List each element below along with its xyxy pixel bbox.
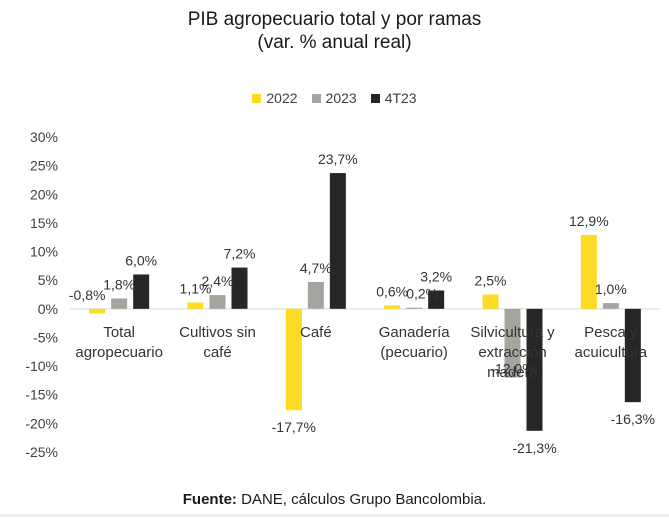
y-tick-label: 30% [30, 129, 58, 145]
y-tick-label: -25% [25, 444, 58, 460]
bar-4t23 [526, 308, 543, 431]
data-label-4t23: -16,3% [611, 411, 655, 427]
x-category-label: Silvicultura y extracción madera [470, 324, 555, 381]
data-label-2023: 1,8% [103, 277, 135, 293]
y-tick-label: -5% [33, 329, 58, 345]
bar-2022 [285, 308, 302, 411]
chart-title-block: PIB agropecuario total y por ramas (var.… [0, 8, 669, 54]
y-tick-label: 10% [30, 244, 58, 260]
legend-label-2023: 2023 [325, 90, 357, 106]
y-tick-label: 15% [30, 215, 58, 231]
y-tick-label: 5% [38, 272, 58, 288]
data-label-2022: 2,5% [475, 273, 507, 289]
chart-title: PIB agropecuario total y por ramas [187, 9, 482, 30]
chart-legend: 2022 2023 4T23 [0, 90, 669, 106]
legend-label-2022: 2022 [266, 90, 298, 106]
data-label-2022: 0,6% [376, 283, 408, 299]
data-label-4t23: 3,2% [420, 268, 452, 284]
y-tick-label: 20% [30, 186, 58, 202]
legend-swatch-2022 [252, 93, 262, 103]
bar-4t23 [624, 308, 641, 403]
bar-2022 [89, 308, 106, 314]
legend-swatch-2023 [311, 93, 321, 103]
data-label-2022: -0,8% [69, 287, 106, 303]
y-tick-label: 25% [30, 158, 58, 174]
x-category-label: Pesca y acuicultura [575, 324, 648, 361]
data-label-2023: 1,0% [595, 281, 627, 297]
bar-2022 [384, 305, 401, 309]
chart-subtitle: (var. % anual real) [257, 32, 412, 53]
data-label-2023: 4,7% [300, 260, 332, 276]
data-label-2023: 2,4% [202, 273, 234, 289]
x-category-label: Ganadería (pecuario) [379, 324, 451, 361]
source-text: DANE, cálculos Grupo Bancolombia. [236, 491, 487, 508]
bar-2022 [187, 302, 204, 309]
legend-swatch-4t23 [370, 93, 380, 103]
legend-item-2022: 2022 [252, 90, 298, 106]
x-category-label: Café [300, 324, 332, 341]
bar-4t23 [329, 173, 346, 309]
y-tick-label: 0% [38, 301, 58, 317]
data-label-2023: -12,0% [490, 361, 534, 377]
bottom-divider [0, 514, 669, 517]
legend-item-2023: 2023 [311, 90, 357, 106]
y-tick-label: -20% [25, 415, 58, 431]
data-label-4t23: 23,7% [318, 151, 358, 167]
bar-2023 [209, 295, 226, 309]
x-category-label: Total agropecuario [75, 324, 163, 361]
legend-label-4t23: 4T23 [384, 90, 417, 106]
bar-2023 [307, 281, 324, 309]
bar-2022 [482, 294, 499, 309]
y-tick-label: -15% [25, 387, 58, 403]
bar-4t23 [428, 290, 445, 309]
data-label-4t23: 7,2% [224, 246, 256, 262]
bar-2023 [602, 303, 619, 309]
bar-2023 [504, 308, 521, 378]
x-category-label: Cultivos sin café [179, 324, 256, 361]
bar-2022 [580, 234, 597, 309]
bar-2023 [406, 307, 423, 309]
legend-item-4t23: 4T23 [370, 90, 417, 106]
data-label-2023: 0,2% [406, 286, 438, 302]
data-label-2022: 1,1% [180, 281, 212, 297]
bar-2023 [111, 298, 128, 309]
data-label-4t23: 6,0% [125, 252, 157, 268]
data-label-4t23: -21,3% [512, 440, 556, 456]
source-note: Fuente: DANE, cálculos Grupo Bancolombia… [0, 491, 669, 508]
source-label: Fuente: [182, 491, 237, 508]
bar-4t23 [133, 274, 150, 309]
data-label-2022: 12,9% [569, 213, 609, 229]
y-tick-label: -10% [25, 358, 58, 374]
bar-4t23 [231, 267, 248, 309]
data-label-2022: -17,7% [272, 419, 316, 435]
bar-chart: 30% 25% 20% 15% 10% 5% 0% -5% -10% -15% -20% -25% To… [25, 129, 660, 460]
